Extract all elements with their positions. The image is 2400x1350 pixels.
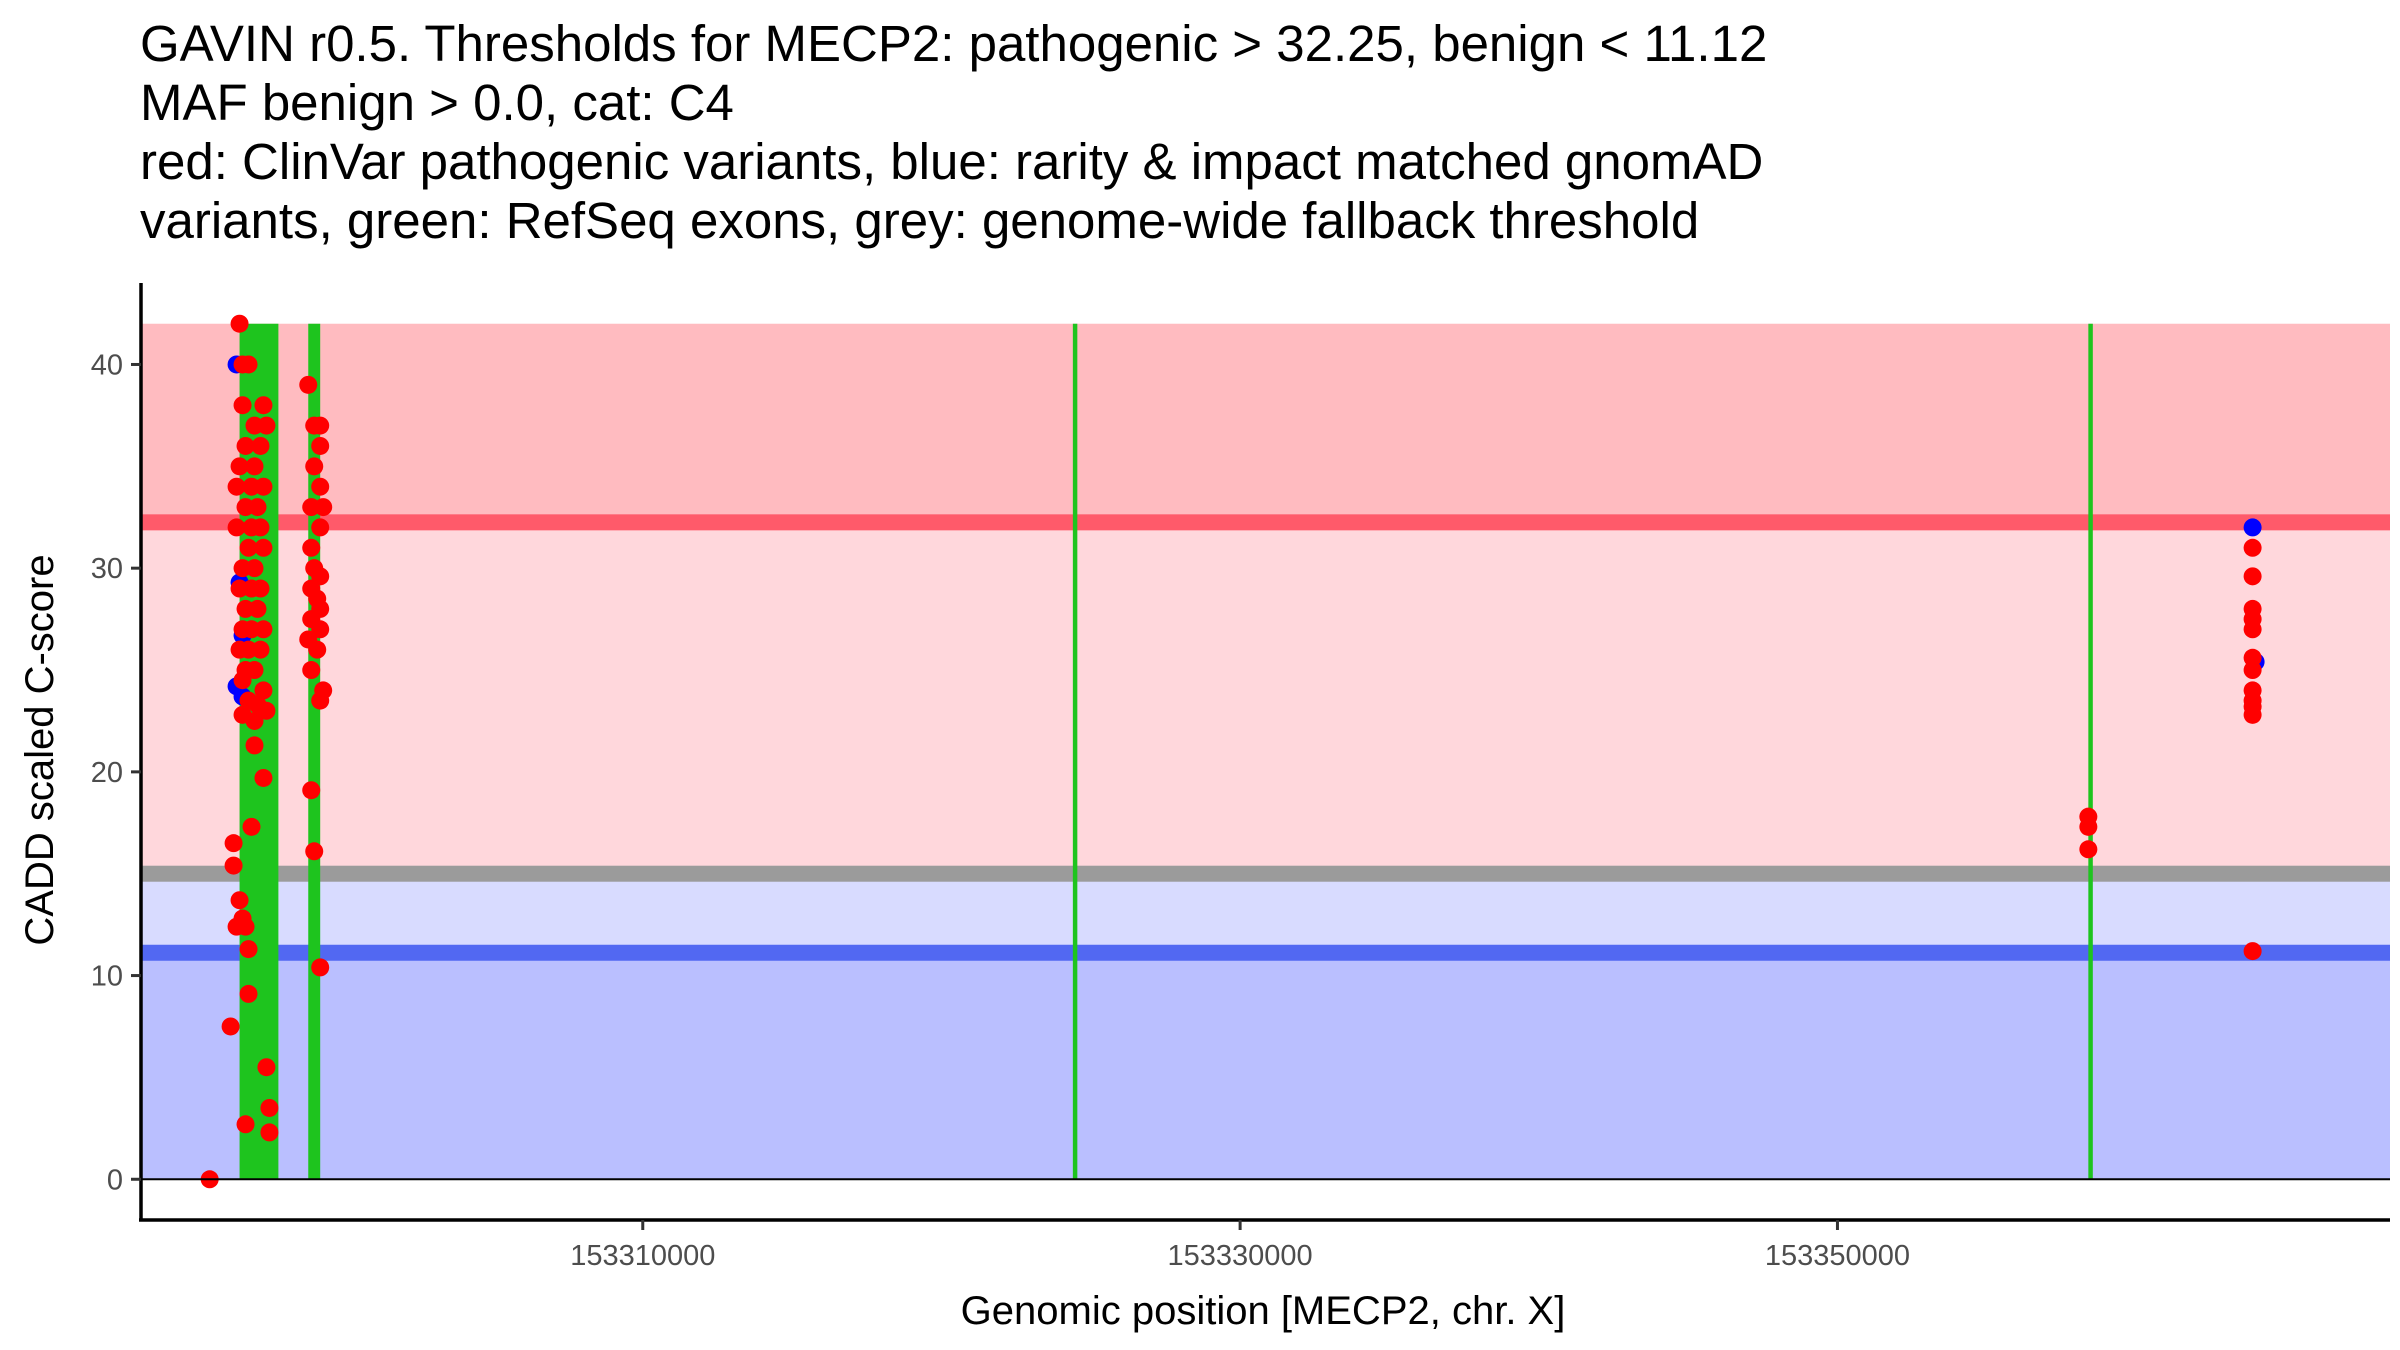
clinvar-variant-point xyxy=(224,856,243,875)
clinvar-variant-point xyxy=(2079,817,2098,836)
clinvar-variant-point xyxy=(2079,840,2098,859)
fallback-threshold-line xyxy=(141,865,2390,882)
gnomad-variant-point xyxy=(2243,518,2262,537)
clinvar-variant-point xyxy=(227,477,246,496)
clinvar-variant-point xyxy=(2243,705,2262,724)
title-line-3: red: ClinVar pathogenic variants, blue: … xyxy=(140,133,1764,190)
clinvar-variant-point xyxy=(2243,661,2262,680)
clinvar-variant-point xyxy=(248,498,267,517)
benign-uncertain-zone-band xyxy=(141,873,2390,953)
clinvar-variant-point xyxy=(2243,942,2262,961)
clinvar-variant-point xyxy=(251,436,270,455)
variant-points xyxy=(200,314,2265,1189)
clinvar-variant-point xyxy=(254,396,273,415)
clinvar-variant-point xyxy=(248,599,267,618)
clinvar-variant-point xyxy=(305,457,324,476)
clinvar-variant-point xyxy=(236,917,255,936)
clinvar-variant-point xyxy=(311,691,330,710)
clinvar-variant-point xyxy=(311,416,330,435)
clinvar-variant-point xyxy=(257,1058,276,1077)
clinvar-variant-point xyxy=(239,940,258,959)
clinvar-variant-point xyxy=(2243,538,2262,557)
clinvar-variant-point xyxy=(239,984,258,1003)
clinvar-variant-point xyxy=(230,891,249,910)
clinvar-variant-point xyxy=(257,701,276,720)
threshold-lines xyxy=(141,514,2390,961)
clinvar-variant-point xyxy=(230,457,249,476)
y-tick-label: 10 xyxy=(91,961,123,993)
x-tick-label: 153330000 xyxy=(1168,1240,1313,1272)
clinvar-variant-point xyxy=(308,640,327,659)
clinvar-variant-point xyxy=(254,477,273,496)
x-axis-ticks: 153310000 153330000 153350000 xyxy=(570,1220,1910,1272)
axes xyxy=(139,283,2390,1222)
clinvar-variant-point xyxy=(311,620,330,639)
clinvar-variant-point xyxy=(2243,567,2262,586)
clinvar-variant-point xyxy=(260,1123,279,1142)
pathogenic-zone-band xyxy=(141,323,2390,523)
clinvar-variant-point xyxy=(314,498,333,517)
pathogenic-threshold-line xyxy=(141,514,2390,531)
benign-threshold-line xyxy=(141,944,2390,961)
exon-region-4 xyxy=(2088,323,2093,1180)
clinvar-variant-point xyxy=(305,842,324,861)
clinvar-variant-point xyxy=(224,834,243,853)
clinvar-variant-point xyxy=(245,661,264,680)
clinvar-variant-point xyxy=(221,1017,240,1036)
clinvar-variant-point xyxy=(254,620,273,639)
clinvar-variant-point xyxy=(242,817,261,836)
x-axis-title: Genomic position [MECP2, chr. X] xyxy=(961,1289,1566,1333)
clinvar-variant-point xyxy=(311,518,330,537)
clinvar-variant-point xyxy=(2243,620,2262,639)
y-axis-ticks: 0 10 20 30 40 xyxy=(91,349,141,1196)
clinvar-variant-point xyxy=(245,457,264,476)
clinvar-variant-point xyxy=(233,671,252,690)
chart-title: GAVIN r0.5. Thresholds for MECP2: pathog… xyxy=(140,14,1767,250)
y-axis-title: CADD scaled C-score xyxy=(18,554,62,945)
clinvar-variant-point xyxy=(302,661,321,680)
clinvar-variant-point xyxy=(257,416,276,435)
clinvar-variant-point xyxy=(239,355,258,374)
pathogenic-uncertain-zone-band xyxy=(141,522,2390,874)
clinvar-variant-point xyxy=(245,736,264,755)
y-tick-label: 0 xyxy=(107,1164,123,1196)
clinvar-variant-point xyxy=(311,958,330,977)
clinvar-variant-point xyxy=(299,375,318,394)
clinvar-variant-point xyxy=(245,559,264,578)
clinvar-variant-point xyxy=(236,1115,255,1134)
clinvar-variant-point xyxy=(311,477,330,496)
clinvar-variant-point xyxy=(251,518,270,537)
clinvar-variant-point xyxy=(254,681,273,700)
threshold-bands xyxy=(141,323,2390,1180)
exon-region-3 xyxy=(1072,323,1078,1180)
clinvar-variant-point xyxy=(239,538,258,557)
clinvar-variant-point xyxy=(302,781,321,800)
x-tick-label: 153350000 xyxy=(1765,1240,1910,1272)
y-tick-label: 40 xyxy=(91,349,123,381)
clinvar-variant-point xyxy=(254,538,273,557)
clinvar-variant-point xyxy=(302,538,321,557)
title-line-2: MAF benign > 0.0, cat: C4 xyxy=(140,74,734,131)
clinvar-variant-point xyxy=(251,579,270,598)
clinvar-variant-point xyxy=(236,436,255,455)
y-tick-label: 30 xyxy=(91,553,123,585)
clinvar-variant-point xyxy=(260,1098,279,1117)
clinvar-variant-point xyxy=(233,396,252,415)
exon-region-2 xyxy=(308,323,321,1180)
title-line-4: variants, green: RefSeq exons, grey: gen… xyxy=(140,192,1700,249)
clinvar-variant-point xyxy=(230,314,249,333)
clinvar-variant-point xyxy=(311,436,330,455)
title-line-1: GAVIN r0.5. Thresholds for MECP2: pathog… xyxy=(140,15,1768,72)
y-tick-label: 20 xyxy=(91,757,123,789)
clinvar-variant-point xyxy=(251,640,270,659)
clinvar-variant-point xyxy=(254,768,273,787)
x-tick-label: 153310000 xyxy=(570,1240,715,1272)
clinvar-variant-point xyxy=(245,711,264,730)
benign-zone-band xyxy=(141,952,2390,1180)
clinvar-variant-point xyxy=(227,518,246,537)
